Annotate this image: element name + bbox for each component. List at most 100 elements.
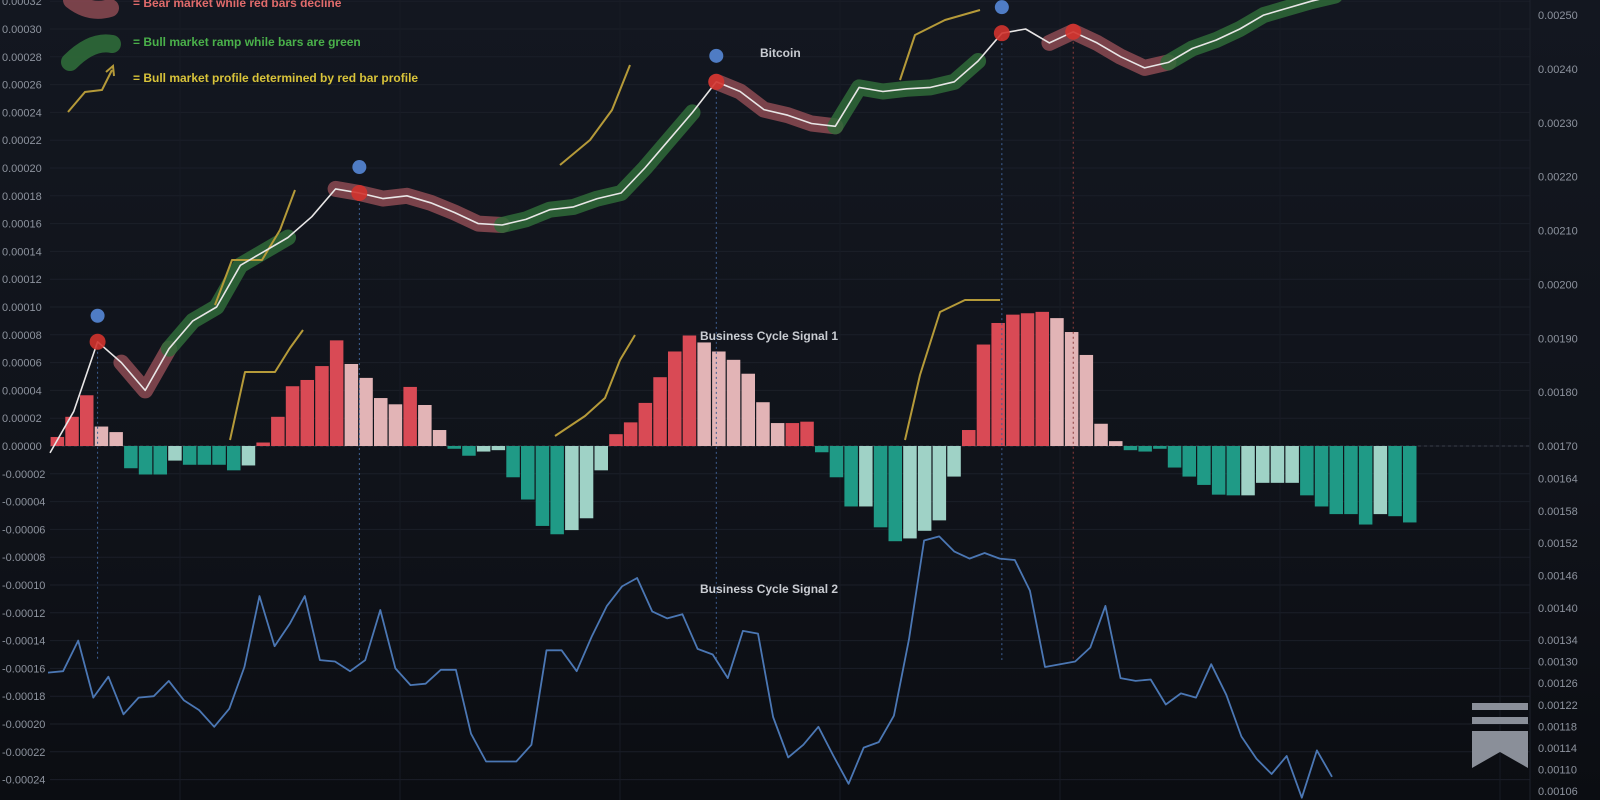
- signal1-bar: [138, 446, 153, 475]
- signal1-bar: [1094, 423, 1108, 446]
- signal1-bar: [491, 446, 506, 451]
- signal1-bar: [1182, 446, 1196, 477]
- signal1-bar: [285, 386, 300, 446]
- right-tick-label: 0.00134: [1538, 635, 1578, 647]
- left-tick-label: 0.00014: [2, 246, 42, 258]
- signal1-bar: [388, 404, 403, 446]
- signal1-bar: [241, 446, 256, 466]
- signal1-bar: [1167, 446, 1182, 468]
- peak-marker: [1065, 23, 1082, 40]
- right-tick-label: 0.00122: [1538, 700, 1578, 712]
- signal1-bar: [182, 446, 197, 465]
- signal1-bar: [697, 342, 711, 446]
- signal1-bar: [668, 351, 682, 446]
- signal1-bar: [418, 404, 432, 446]
- panel-titles: Bitcoin Business Cycle Signal 1 Business…: [700, 46, 838, 596]
- signal1-bar: [1035, 311, 1049, 446]
- left-tick-label: 0.00000: [2, 441, 42, 453]
- signal1-bar: [65, 416, 79, 446]
- ramp-arrow: [559, 64, 631, 166]
- ramp-arrows: [214, 9, 1000, 441]
- green-band-swatch-icon: [61, 34, 121, 71]
- right-tick-label: 0.00230: [1538, 118, 1578, 130]
- signal1-bar: [256, 442, 270, 446]
- signal1-bar: [1153, 446, 1167, 449]
- ramp-arrow: [899, 9, 981, 81]
- signal1-bar: [1256, 446, 1270, 483]
- signal1-bar: [1211, 446, 1226, 495]
- signal1-bar: [1241, 446, 1255, 496]
- left-tick-label: 0.00026: [2, 80, 42, 92]
- signal1-bar: [476, 446, 491, 452]
- signal1-bar: [403, 386, 417, 446]
- signal1-bar: [374, 398, 388, 446]
- signal1-bar: [844, 446, 858, 507]
- top-marker: [90, 308, 105, 323]
- bull-band: [827, 53, 987, 135]
- signal1-bar: [168, 446, 182, 461]
- signal2-title: Business Cycle Signal 2: [700, 582, 838, 596]
- signal1-bar: [153, 446, 167, 475]
- left-tick-label: 0.00012: [2, 274, 42, 286]
- left-tick-label: 0.00030: [2, 24, 42, 36]
- signal1-bar: [1197, 446, 1211, 485]
- signal1-bar: [227, 446, 241, 471]
- signal1-bar: [329, 340, 344, 446]
- signal1-title: Business Cycle Signal 1: [700, 329, 838, 343]
- signal1-bar: [344, 363, 359, 446]
- left-tick-label: 0.00006: [2, 358, 42, 370]
- legend-arrow-text: = Bull market profile determined by red …: [133, 71, 418, 85]
- left-tick-label: 0.00022: [2, 135, 42, 147]
- signal1-bar: [124, 446, 138, 469]
- signal1-bar: [212, 446, 226, 465]
- signal1-bar: [1109, 441, 1123, 446]
- ramp-arrow: [904, 299, 1000, 441]
- bull-band: [161, 229, 296, 357]
- signal1-bar: [682, 335, 697, 446]
- signal1-bar: [1403, 446, 1417, 523]
- right-tick-label: 0.00152: [1538, 538, 1578, 550]
- right-tick-label: 0.00110: [1538, 764, 1577, 776]
- right-tick-label: 0.00126: [1538, 678, 1578, 690]
- left-tick-label: -0.00014: [2, 636, 45, 648]
- right-tick-label: 0.00114: [1538, 743, 1577, 755]
- signal1-bar: [447, 446, 461, 449]
- signal1-bar: [1329, 446, 1343, 515]
- signal1-bar: [815, 446, 829, 453]
- signal1-bar: [1006, 314, 1020, 446]
- right-axis: 0.00250 0.00240 0.00230 0.00220 0.00210 0.002…: [1529, 0, 1578, 800]
- bull-band: [1160, 0, 1342, 71]
- signal1-bar: [1388, 446, 1402, 517]
- left-tick-label: 0.00016: [2, 219, 42, 231]
- legend-bull-text: = Bull market ramp while bars are green: [133, 35, 361, 49]
- ramp-arrow: [214, 189, 296, 306]
- ramp-arrow: [229, 329, 304, 441]
- right-tick-label: 0.00250: [1538, 10, 1578, 22]
- red-band-swatch-icon: [63, 0, 119, 19]
- signal1-bar: [462, 446, 476, 456]
- peak-marker: [993, 25, 1010, 42]
- signal1-bar: [932, 446, 947, 521]
- top-marker: [709, 48, 724, 63]
- left-tick-label: 0.00008: [2, 330, 42, 342]
- signal1-bar: [623, 422, 638, 446]
- signal1-bar: [741, 373, 755, 446]
- left-tick-label: -0.00020: [2, 719, 45, 731]
- peak-marker: [89, 333, 106, 350]
- left-tick-label: -0.00004: [2, 497, 45, 509]
- yellow-arrow-icon: [67, 63, 115, 113]
- signal1-bar: [432, 430, 447, 446]
- signal1-bar: [506, 446, 520, 478]
- signal1-bar: [1226, 446, 1241, 496]
- signal1-bar: [1344, 446, 1358, 515]
- left-tick-label: -0.00022: [2, 747, 45, 759]
- signal1-bar: [976, 344, 991, 446]
- signal1-bar: [300, 379, 314, 446]
- signal1-bar: [638, 402, 653, 446]
- cycle-markers: [89, 0, 1082, 350]
- signal1-bar: [109, 432, 123, 446]
- signal1-bar: [903, 446, 917, 539]
- left-tick-label: 0.00002: [2, 413, 42, 425]
